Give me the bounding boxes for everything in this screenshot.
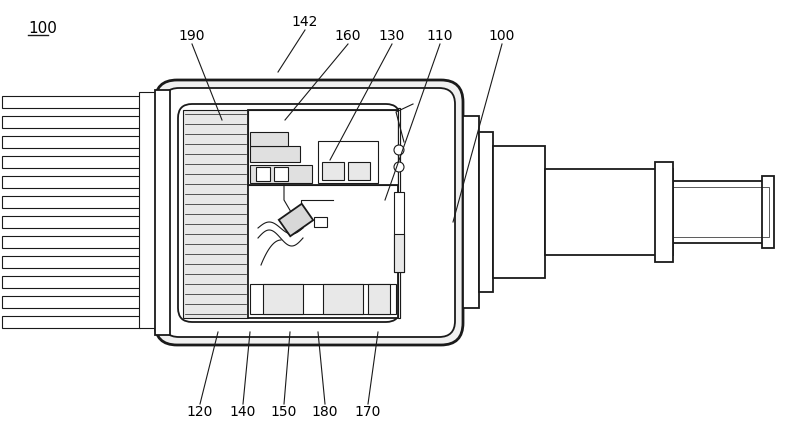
Bar [762, 176, 774, 248]
Bar [256, 167, 270, 181]
FancyBboxPatch shape [163, 88, 455, 337]
Bar [274, 167, 288, 181]
Bar [248, 110, 398, 318]
Bar [463, 116, 479, 308]
Bar [2, 176, 140, 188]
Bar [673, 181, 769, 243]
Bar [2, 296, 140, 308]
Bar [2, 136, 140, 148]
Bar [348, 162, 370, 180]
Text: 160: 160 [334, 29, 362, 43]
Bar [673, 187, 769, 237]
Text: 150: 150 [271, 405, 297, 419]
Bar [250, 284, 396, 314]
Text: 190: 190 [178, 29, 206, 43]
Circle shape [394, 162, 404, 172]
Text: 140: 140 [230, 405, 256, 419]
FancyBboxPatch shape [178, 104, 400, 322]
Text: 142: 142 [292, 15, 318, 29]
Bar [2, 156, 140, 168]
Bar [2, 216, 140, 228]
Bar [2, 276, 140, 288]
Bar [263, 284, 303, 314]
Bar [183, 110, 248, 318]
Bar [394, 192, 404, 272]
Bar [2, 256, 140, 268]
Bar [368, 284, 390, 314]
Bar [318, 141, 378, 183]
Bar [2, 196, 140, 208]
Text: 130: 130 [379, 29, 405, 43]
Bar [248, 110, 398, 185]
Bar [493, 146, 545, 278]
Bar [2, 116, 140, 128]
Bar [479, 132, 493, 292]
Bar [398, 108, 400, 318]
Bar [2, 236, 140, 248]
Bar [250, 165, 312, 183]
Text: 100: 100 [28, 21, 57, 36]
Bar [314, 217, 327, 227]
Text: 170: 170 [355, 405, 381, 419]
Bar [394, 234, 404, 272]
Bar [2, 96, 140, 108]
Circle shape [394, 145, 404, 155]
Text: 180: 180 [312, 405, 338, 419]
Bar [398, 108, 400, 318]
Bar [250, 146, 300, 162]
Bar [545, 169, 673, 255]
Bar [322, 162, 344, 180]
Bar [250, 132, 288, 146]
Bar [655, 162, 673, 262]
Bar [155, 90, 170, 335]
Text: 100: 100 [489, 29, 515, 43]
FancyBboxPatch shape [155, 80, 463, 345]
Bar [139, 92, 155, 328]
Text: 120: 120 [187, 405, 213, 419]
Bar [2, 316, 140, 328]
Polygon shape [278, 204, 314, 236]
Text: 110: 110 [426, 29, 454, 43]
Bar [323, 284, 363, 314]
